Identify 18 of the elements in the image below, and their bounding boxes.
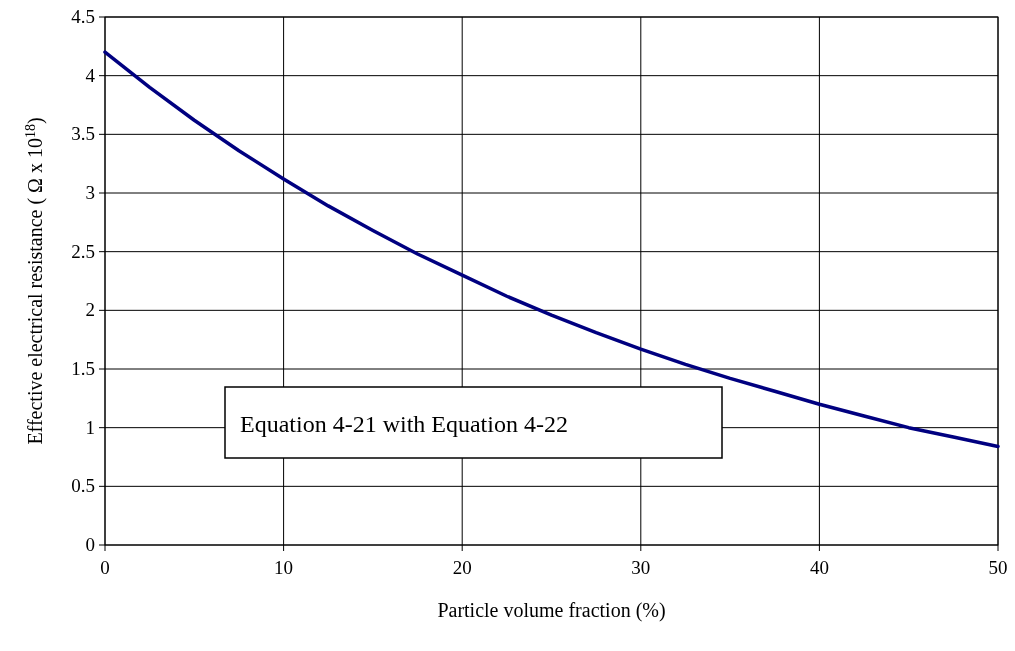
x-tick-label: 40 bbox=[809, 557, 829, 578]
y-tick-label: 4.5 bbox=[71, 6, 95, 27]
y-tick-label: 3 bbox=[85, 182, 95, 203]
y-tick-label: 0.5 bbox=[71, 475, 95, 497]
annotation: Equation 4-21 with Equation 4-22 bbox=[240, 411, 568, 437]
y-tick-label: 3.5 bbox=[71, 123, 95, 145]
y-tick-label: 2.5 bbox=[71, 240, 95, 262]
x-tick-label: 10 bbox=[274, 557, 294, 578]
y-tick-label: 1 bbox=[85, 416, 95, 438]
y-tick-label: 1.5 bbox=[71, 358, 95, 379]
x-tick-label: 0 bbox=[100, 557, 110, 578]
x-tick-label: 30 bbox=[631, 557, 651, 578]
y-tick-label: 4 bbox=[85, 64, 96, 86]
x-axis-title: Particle volume fraction (%) bbox=[437, 599, 666, 622]
y-tick-label: 2 bbox=[85, 299, 95, 321]
x-tick-label: 50 bbox=[988, 557, 1008, 578]
y-tick-label: 0 bbox=[85, 534, 95, 555]
x-tick-label: 20 bbox=[452, 557, 472, 578]
